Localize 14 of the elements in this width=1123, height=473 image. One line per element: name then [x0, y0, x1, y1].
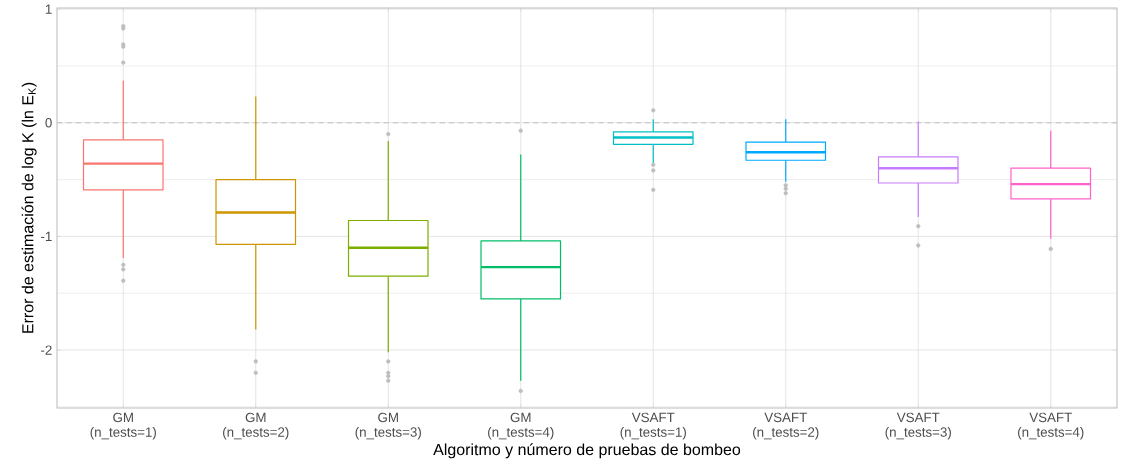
y-tick-label: -1: [41, 231, 52, 241]
x-tick-label: GM (n_tests=1): [90, 412, 156, 440]
x-tick-label: GM (n_tests=4): [488, 412, 554, 440]
x-tick-label: GM (n_tests=3): [355, 412, 421, 440]
y-tick-label: 0: [45, 118, 52, 128]
x-tick-label: VSAFT (n_tests=1): [620, 412, 686, 440]
x-tick-label: VSAFT (n_tests=4): [1018, 412, 1084, 440]
x-tick-label: VSAFT (n_tests=3): [885, 412, 951, 440]
x-tick-label: VSAFT (n_tests=2): [753, 412, 819, 440]
x-tick-label: GM (n_tests=2): [223, 412, 289, 440]
y-tick-label: 1: [45, 4, 52, 14]
y-tick-label: -2: [41, 345, 52, 355]
y-axis-title: Error de estimación de log K (ln E$_{K}$): [21, 82, 37, 333]
x-axis-title: Algoritmo y número de pruebas de bombeo: [433, 443, 741, 459]
